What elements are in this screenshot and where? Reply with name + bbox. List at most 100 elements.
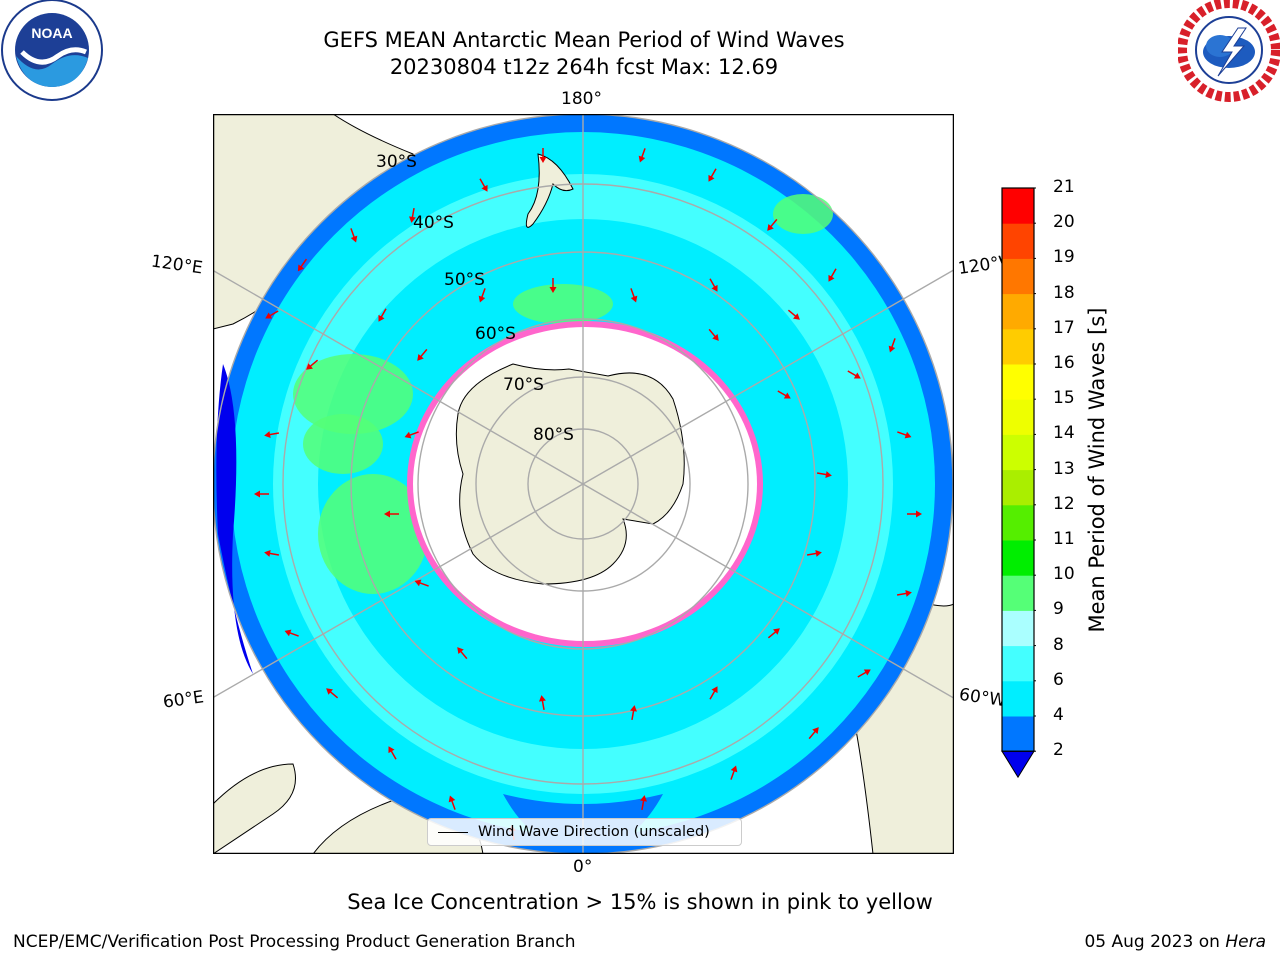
wave-direction-arrow-40 <box>806 550 822 557</box>
wave-direction-arrow-10 <box>265 310 279 319</box>
colorbar-segment-7 <box>1002 469 1034 506</box>
wave-direction-arrow-21 <box>730 765 738 780</box>
wave-direction-arrow-22 <box>808 727 819 740</box>
wave-direction-arrow-27 <box>847 370 861 379</box>
wave-direction-arrow-14 <box>264 550 280 557</box>
lat-label-80s: 80°S <box>533 425 574 445</box>
colorbar-segment-0 <box>1002 716 1034 752</box>
title-line1: GEFS MEAN Antarctic Mean Period of Wind … <box>323 28 845 52</box>
colorbar-label: Mean Period of Wind Waves [s] <box>1085 307 1109 633</box>
legend-line-sample <box>438 831 468 833</box>
wave-direction-arrow-4 <box>539 148 547 163</box>
colorbar-segment-14 <box>1002 223 1034 259</box>
wave-direction-arrow-23 <box>857 669 871 678</box>
wave-direction-arrow-2 <box>409 207 416 223</box>
colorbar-segment-3 <box>1002 610 1034 647</box>
wave-direction-arrow-34 <box>414 579 429 587</box>
colorbar-segment-13 <box>1002 258 1034 295</box>
wave-direction-arrow-0 <box>297 258 308 272</box>
colorbar-segment-4 <box>1002 575 1034 611</box>
colorbar-segment-2 <box>1002 645 1034 682</box>
wave-direction-arrow-45 <box>549 278 557 293</box>
colorbar-tick-15: 15 <box>1053 388 1075 409</box>
wave-direction-arrow-38 <box>709 686 718 700</box>
colorbar-tick-8: 8 <box>1053 634 1064 655</box>
colorbar-tick-2: 2 <box>1053 740 1064 761</box>
colorbar-tick-16: 16 <box>1053 353 1075 373</box>
wave-direction-arrow-31 <box>417 348 428 361</box>
colorbar-tick-6: 6 <box>1053 669 1064 690</box>
wave-direction-arrow-32 <box>404 431 419 439</box>
lon-label-180: 180° <box>561 89 602 109</box>
wave-direction-arrow-15 <box>284 629 299 637</box>
colorbar-tick-12: 12 <box>1053 493 1075 514</box>
wave-direction-arrow-6 <box>708 168 717 182</box>
longitude-line-4 <box>213 483 584 699</box>
wave-direction-arrow-37 <box>630 705 637 721</box>
colorbar-segment-8 <box>1002 434 1034 471</box>
green-patch-4 <box>303 414 383 474</box>
landmass-madagascar <box>213 763 296 854</box>
longitude-line-5 <box>213 269 584 485</box>
lat-label-70s: 70°S <box>503 375 544 395</box>
colorbar-segment-1 <box>1002 680 1034 717</box>
colorbar-tick-9: 9 <box>1053 599 1064 620</box>
lat-label-60s: 60°S <box>475 324 516 344</box>
deep-blue-region-west <box>216 364 253 674</box>
sea-ice-note: Sea Ice Concentration > 15% is shown in … <box>347 890 933 914</box>
wave-direction-arrow-44 <box>630 288 638 303</box>
colorbar-tick-11: 11 <box>1053 529 1075 549</box>
wave-direction-arrow-39 <box>767 628 780 639</box>
lat-label-40s: 40°S <box>413 213 454 233</box>
wave-direction-arrow-3 <box>479 178 488 192</box>
wave-direction-arrow-18 <box>448 795 456 810</box>
colorbar-segment-11 <box>1002 328 1034 365</box>
wave-direction-arrow-1 <box>350 228 358 243</box>
svg-text:NOAA: NOAA <box>31 25 72 41</box>
lon-label-60e: 60°E <box>161 687 206 713</box>
colorbar-tick-4: 4 <box>1053 705 1064 725</box>
green-patch-3 <box>773 194 833 234</box>
wave-direction-arrow-12 <box>264 431 280 438</box>
green-patch-2 <box>513 284 613 324</box>
footer-date: 05 Aug 2023 on Hera <box>1084 932 1266 952</box>
colorbar-tick-19: 19 <box>1053 247 1075 268</box>
wave-direction-arrow-41 <box>816 471 832 478</box>
colorbar-tick-21: 21 <box>1053 177 1075 197</box>
longitude-line-1 <box>582 268 954 485</box>
colorbar-segment-6 <box>1002 504 1034 541</box>
wave-direction-arrow-33 <box>384 510 399 518</box>
wave-direction-arrow-8 <box>828 268 837 282</box>
colorbar <box>1001 187 1036 779</box>
wave-direction-arrow-35 <box>457 647 468 660</box>
wave-direction-arrow-42 <box>777 390 791 399</box>
noaa-logo: NOAA <box>1 0 103 101</box>
wave-direction-arrow-5 <box>638 148 646 163</box>
lat-label-50s: 50°S <box>444 270 485 290</box>
wave-direction-arrow-11 <box>306 359 319 370</box>
longitude-line-2 <box>582 483 954 700</box>
lon-label-0: 0° <box>573 857 593 877</box>
wave-direction-arrow-20 <box>640 795 647 811</box>
wave-direction-arrow-16 <box>326 688 339 699</box>
footer-credit: NCEP/EMC/Verification Post Processing Pr… <box>13 932 576 952</box>
colorbar-segment-15 <box>1002 188 1034 224</box>
colorbar-tick-18: 18 <box>1053 282 1075 303</box>
wave-direction-arrow-24 <box>896 590 912 597</box>
colorbar-segment-5 <box>1002 540 1034 576</box>
colorbar-segment-9 <box>1002 399 1034 435</box>
wave-direction-arrow-17 <box>388 746 397 760</box>
colorbar-extend-arrow <box>1001 750 1035 779</box>
wave-direction-arrow-13 <box>254 490 269 498</box>
wave-direction-arrow-36 <box>539 695 546 711</box>
wave-direction-arrow-7 <box>767 218 778 231</box>
colorbar-tick-10: 10 <box>1053 564 1075 585</box>
green-patch-0 <box>293 354 413 434</box>
nws-logo <box>1178 0 1280 102</box>
map-panel <box>213 114 954 854</box>
wave-direction-arrow-46 <box>478 288 486 303</box>
wave-direction-arrow-30 <box>378 308 387 322</box>
colorbar-segment-10 <box>1002 364 1034 400</box>
colorbar-tick-17: 17 <box>1053 317 1075 338</box>
wave-direction-arrow-43 <box>708 328 719 341</box>
